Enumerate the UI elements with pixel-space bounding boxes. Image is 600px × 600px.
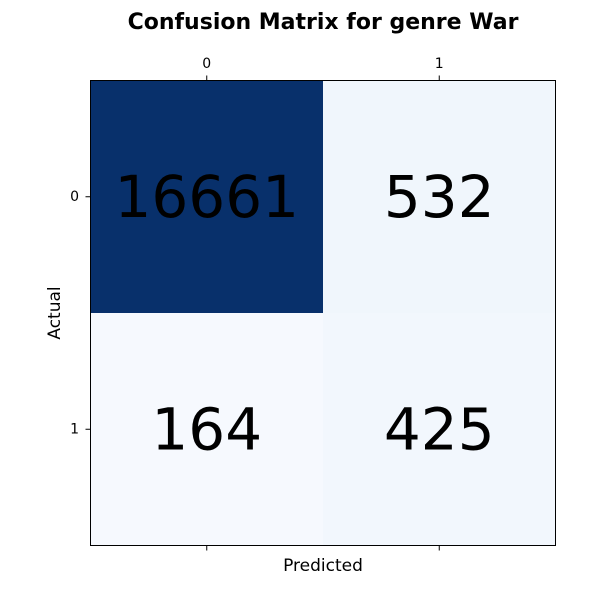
y-axis-label: Actual <box>45 286 65 339</box>
cell-value-label: 16661 <box>114 163 299 231</box>
cell-value-label: 425 <box>384 395 495 463</box>
axis-ticks: 0 1 0 1 <box>70 56 444 551</box>
matrix-cell <box>90 80 323 313</box>
chart-title: Confusion Matrix for genre War <box>128 10 519 35</box>
y-tick-label: 1 <box>70 421 79 437</box>
cell-value-label: 164 <box>151 395 262 463</box>
x-tick-label: 1 <box>435 56 444 72</box>
cell-value-labels: 16661 532 164 425 <box>114 163 494 464</box>
y-tick-label: 0 <box>70 189 79 205</box>
matrix-cell <box>323 313 556 546</box>
x-axis-label: Predicted <box>283 556 363 576</box>
plot-frame <box>90 80 556 546</box>
x-tick-label: 0 <box>202 56 211 72</box>
matrix-cells <box>90 80 556 546</box>
matrix-cell <box>323 80 556 313</box>
cell-value-label: 532 <box>384 163 495 231</box>
matrix-cell <box>90 313 323 546</box>
